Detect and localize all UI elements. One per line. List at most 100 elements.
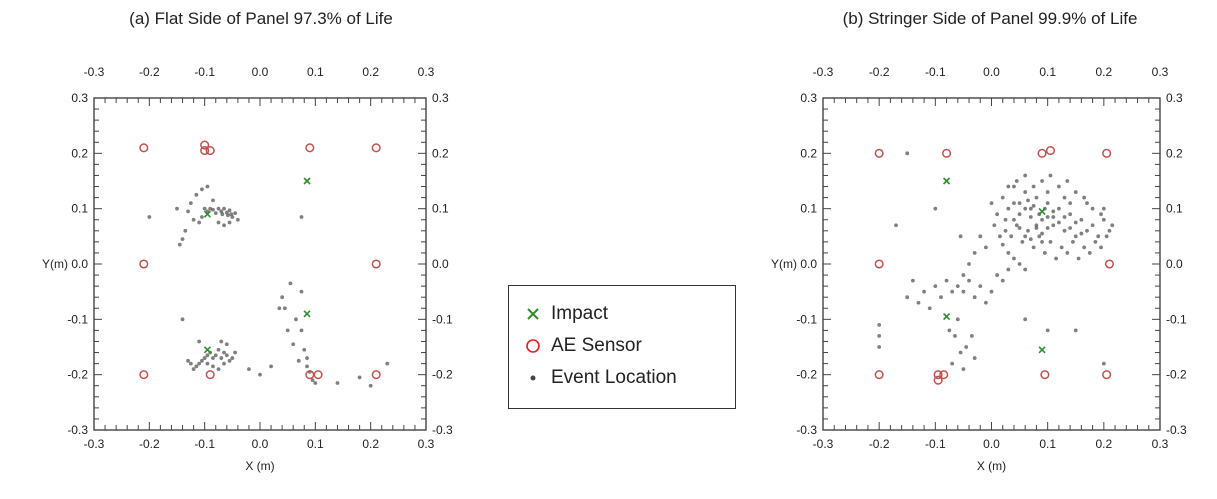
event-point <box>983 245 988 250</box>
event-point <box>1040 231 1044 236</box>
event-point <box>1045 328 1050 333</box>
event-point <box>1048 173 1053 178</box>
event-point <box>1068 201 1073 206</box>
x-tick-label-top: -0.1 <box>925 65 946 79</box>
impact-stroke <box>203 210 211 218</box>
event-point <box>939 295 943 300</box>
event-point <box>291 342 296 347</box>
event-point <box>905 295 910 300</box>
event-point <box>224 353 229 358</box>
y-tick-label-right: 0.2 <box>432 146 449 160</box>
event-point <box>1040 217 1044 222</box>
event-point <box>186 358 190 363</box>
event-point <box>1101 206 1106 211</box>
event-point <box>227 220 232 225</box>
sensor-point <box>939 370 949 380</box>
event-point <box>205 361 210 366</box>
event-point <box>1073 234 1078 239</box>
event-point <box>972 251 977 255</box>
event-point <box>972 356 977 360</box>
event-point <box>1034 223 1039 228</box>
event-point <box>1000 195 1005 200</box>
event-point <box>1057 184 1061 189</box>
event-point <box>205 184 210 189</box>
event-point <box>1073 190 1078 194</box>
legend-item-impact: Impact <box>523 301 608 327</box>
y-axis-label: Y(m) <box>771 257 797 271</box>
sensor-point <box>139 370 149 380</box>
event-point <box>299 289 304 294</box>
impact-point <box>943 313 951 321</box>
event-point <box>905 151 910 156</box>
event-point <box>1090 206 1095 211</box>
event-point <box>1000 242 1005 247</box>
event-point <box>313 381 318 385</box>
event-point <box>368 383 373 388</box>
impact-point <box>1038 346 1046 354</box>
event-point <box>1014 179 1019 183</box>
event-point <box>1082 245 1087 250</box>
event-point <box>294 317 298 322</box>
impact-stroke <box>943 313 951 321</box>
event-point <box>1012 217 1016 222</box>
event-point <box>211 198 215 203</box>
event-point <box>216 347 221 352</box>
x-tick-label-bottom: -0.1 <box>194 437 215 451</box>
y-tick-label-left: -0.3 <box>796 423 817 437</box>
event-point <box>1065 251 1070 255</box>
event-point <box>877 322 882 327</box>
event-point <box>1003 217 1008 222</box>
sensor-point <box>1102 370 1112 380</box>
event-point <box>202 206 207 211</box>
x-tick-label-top: 0.2 <box>1095 65 1112 79</box>
event-point <box>1031 204 1036 208</box>
event-point <box>1068 212 1073 217</box>
event-point <box>1076 256 1081 261</box>
y-tick-label-right: -0.2 <box>1166 368 1187 382</box>
sensor-point <box>371 259 381 269</box>
x-tick-label-top: 0.1 <box>307 65 324 79</box>
y-tick-label-right: 0.1 <box>432 202 449 216</box>
event-point <box>1107 228 1112 233</box>
y-tick-label-right: 0.0 <box>1166 257 1183 271</box>
impact-point <box>203 346 211 354</box>
x-tick-label-top: -0.3 <box>813 65 834 79</box>
event-point <box>922 289 926 294</box>
sensor-point <box>200 146 210 156</box>
event-point <box>224 342 229 347</box>
y-tick-label-left: 0.3 <box>800 91 817 105</box>
event-point <box>967 262 971 266</box>
event-point <box>969 334 974 338</box>
panel-b: (b) Stringer Side of Panel 99.9% of Life… <box>771 9 1187 473</box>
event-point <box>180 317 185 322</box>
event-point <box>1040 179 1044 183</box>
impact-stroke <box>203 346 211 354</box>
y-tick-label-left: 0.2 <box>71 146 88 160</box>
sensor-point <box>313 370 323 380</box>
event-point <box>216 220 221 225</box>
event-point <box>1079 231 1084 236</box>
sensor-point <box>139 143 149 153</box>
x-tick-label-bottom: 0.0 <box>252 437 269 451</box>
x-tick-label-bottom: -0.2 <box>869 437 890 451</box>
x-tick-label-bottom: 0.3 <box>418 437 435 451</box>
legend-label: AE Sensor <box>551 335 642 356</box>
event-point <box>1034 226 1039 230</box>
event-point <box>230 215 235 219</box>
impact-stroke <box>303 310 311 318</box>
event-point <box>175 206 179 211</box>
x-tick-label-bottom: 0.2 <box>362 437 379 451</box>
sensor-point <box>874 148 884 158</box>
event-point <box>1023 317 1028 322</box>
panel-a: (a) Flat Side of Panel 97.3% of Life -0.3… <box>42 9 453 473</box>
event-point <box>1059 245 1064 250</box>
event-point <box>1040 239 1044 244</box>
y-tick-label-right: -0.1 <box>1166 312 1187 326</box>
event-point <box>1031 184 1036 189</box>
event-point <box>183 228 188 233</box>
event-point <box>188 201 193 206</box>
event-point <box>1051 215 1056 219</box>
impact-point <box>303 177 311 185</box>
event-point <box>288 281 293 286</box>
event-point <box>385 361 390 366</box>
